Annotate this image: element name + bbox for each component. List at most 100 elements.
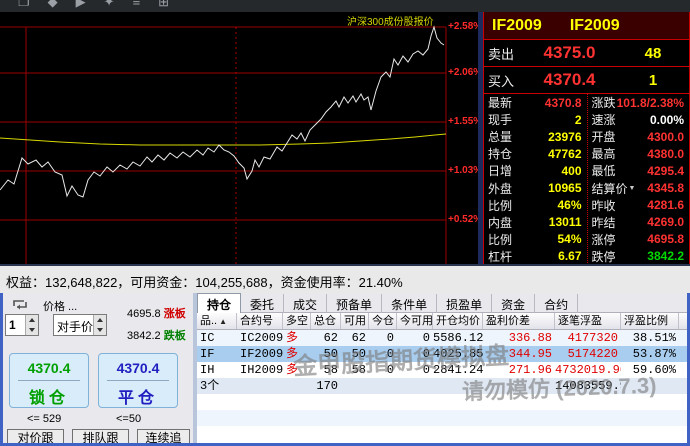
tab-损盈单[interactable]: 损盈单	[437, 294, 493, 316]
positions-panel: 持仓 委托 成交 预备单 条件单 损盈单 资金 合约 品.. ▲ 合约号 多空 总仓 可用 今仓 今可用 开仓…	[197, 293, 687, 443]
column-header-品..[interactable]: 品.. ▲	[197, 313, 237, 329]
price-line	[0, 25, 445, 198]
lock-button-price: 4370.4	[27, 360, 71, 376]
position-row-IC[interactable]: IC IC2009 多 62 62 0 0 5586.12 336.88 4177320 38.51…	[197, 330, 687, 346]
quote-field-label: 总量	[488, 130, 513, 145]
bid-row[interactable]: 买入 4370.4 1	[484, 67, 689, 94]
cell-合约号: IF2009	[240, 347, 283, 361]
grid-icon[interactable]: ⊞	[158, 0, 170, 9]
cell-多空: 多	[286, 347, 299, 361]
positions-tab-bar: 持仓 委托 成交 预备单 条件单 损盈单 资金 合约	[197, 293, 687, 317]
column-header-浮盈比例[interactable]: 浮盈比例	[621, 313, 679, 329]
lock-position-button[interactable]: 4370.4 锁仓	[9, 353, 89, 408]
cell-今仓: 0	[386, 347, 394, 361]
tab-条件单[interactable]: 条件单	[382, 294, 438, 316]
window-icon[interactable]: ❐	[18, 0, 30, 9]
tab-资金[interactable]: 资金	[492, 294, 536, 316]
star-icon[interactable]: ✦	[103, 0, 115, 9]
index-intraday-chart: 沪深300成份股报价 +2.58% +2.06% +1.55% +1.03% +0.52…	[0, 12, 478, 264]
tab-合约[interactable]: 合约	[535, 294, 579, 316]
menu-icon[interactable]: ≡	[132, 0, 141, 9]
quote-field-label: 外盘	[488, 181, 513, 196]
cell-合约号: IC2009	[240, 331, 283, 345]
cell-合约号: IH2009	[240, 363, 283, 377]
button-divider	[18, 380, 80, 381]
quantity-decrease-button[interactable]	[26, 325, 38, 335]
quote-detail-grid: 最新 4370.8 现手 2 总量 23976 持仓 47762 日增 400 外盘 10965 比例 4…	[484, 94, 689, 265]
empty-row	[197, 410, 687, 426]
column-header-盈利价差[interactable]: 盈利价差	[483, 313, 555, 329]
cell-多空: 多	[286, 331, 299, 345]
follow-button-1[interactable]: 对价跟	[7, 429, 64, 443]
column-header-今仓[interactable]: 今仓	[369, 313, 397, 329]
top-toolbar: ❐ ◆ ▶ ✦ ≡ ⊞	[0, 0, 690, 12]
column-header-逐笔浮盈[interactable]: 逐笔浮盈	[555, 313, 621, 329]
position-row-IF[interactable]: IF IF2009 多 50 50 0 0 4025.85 344.95 5174220 53.87…	[197, 346, 687, 362]
cell-今可用: 0	[422, 347, 430, 361]
quote-row-昨结: 昨结 4269.0	[588, 214, 690, 231]
play-icon[interactable]: ▶	[75, 0, 86, 9]
contract-name-right: IF2009	[569, 16, 620, 34]
cell-逐笔浮盈: 4732019.96	[555, 363, 621, 377]
quote-field-label: 涨停	[591, 232, 616, 247]
quote-row-现手: 现手 2	[484, 111, 587, 128]
summary-row: 3个 170 14083559.99	[197, 378, 687, 394]
average-line	[0, 133, 447, 146]
quote-row-涨停: 涨停 4695.8	[588, 231, 690, 248]
quote-field-value: 4295.4	[647, 163, 684, 178]
ask-row[interactable]: 卖出 4375.0 48	[484, 40, 689, 67]
down-arrow-icon	[29, 328, 35, 332]
quote-row-杠杆: 杠杆 6.67	[484, 248, 587, 265]
quote-field-value: 23976	[548, 129, 582, 144]
y-axis-label: +2.06%	[448, 67, 478, 78]
bid-qty: 1	[648, 71, 658, 89]
quantity-spin-buttons	[25, 315, 38, 335]
cell-多空	[283, 378, 311, 394]
column-header-总仓[interactable]: 总仓	[311, 313, 341, 329]
follow-button-2[interactable]: 排队跟	[72, 429, 129, 443]
down-arrow-icon	[97, 328, 103, 332]
quote-field-value: 3842.2	[647, 249, 684, 264]
column-header-开仓均价[interactable]: 开仓均价	[433, 313, 483, 329]
quote-panel: IF2009 IF2009 卖出 4375.0 48 买入 4370.4 1 最…	[483, 12, 690, 265]
limit-down-label: 跌板	[163, 330, 186, 342]
quote-field-value: 13011	[548, 215, 582, 230]
tab-预备单[interactable]: 预备单	[327, 294, 383, 316]
quote-field-label: 最低	[591, 164, 616, 179]
quote-field-value: 54%	[557, 232, 582, 247]
bid-price: 4370.4	[543, 70, 596, 89]
limit-down-value: 3842.2	[127, 330, 161, 342]
ask-price: 4375.0	[543, 43, 596, 62]
y-axis-label: +0.52%	[448, 214, 478, 225]
sort-down-icon: ▼	[628, 184, 636, 192]
position-row-IH[interactable]: IH IH2009 多 58 58 0 0 2841.24 271.96 4732019.96 59…	[197, 362, 687, 378]
quote-field-value: 10965	[548, 181, 582, 196]
column-header-今可用[interactable]: 今可用	[397, 313, 433, 329]
quote-field-value: 4695.8	[647, 232, 684, 247]
column-header-可用[interactable]: 可用	[341, 313, 369, 329]
quantity-stepper[interactable]: 1	[5, 314, 39, 336]
lock-limit-hint: <= 529	[27, 413, 62, 425]
sort-up-icon: ▲	[219, 317, 228, 326]
diamond-icon[interactable]: ◆	[47, 0, 58, 9]
ask-qty: 48	[644, 44, 662, 62]
quote-header: IF2009 IF2009	[484, 12, 689, 40]
quote-row-结算价: 结算价 ▼ 4345.8	[588, 179, 690, 196]
quote-field-value: 4300.0	[647, 129, 684, 144]
tab-成交[interactable]: 成交	[284, 294, 328, 316]
quote-field-value: 4370.8	[544, 95, 582, 110]
limit-up-label: 涨板	[163, 308, 186, 320]
column-header-多空[interactable]: 多空	[283, 313, 311, 329]
price-mode-selector[interactable]: 对手价	[53, 314, 107, 336]
column-header-合约号[interactable]: 合约号	[237, 313, 283, 329]
follow-button-3[interactable]: 连续追	[137, 429, 190, 443]
lock-button-label: 锁仓	[28, 390, 69, 407]
cell-今仓: 0	[386, 331, 394, 345]
quote-field-value: 4380.0	[647, 146, 684, 161]
price-mode-down-button[interactable]	[94, 325, 106, 335]
repeat-icon[interactable]	[11, 297, 29, 311]
close-position-button[interactable]: 4370.4 平仓	[98, 353, 178, 408]
quote-field-value: 101.8/2.38%	[616, 95, 684, 110]
tab-委托[interactable]: 委托	[241, 294, 285, 316]
quote-field-label: 最新	[488, 96, 513, 111]
